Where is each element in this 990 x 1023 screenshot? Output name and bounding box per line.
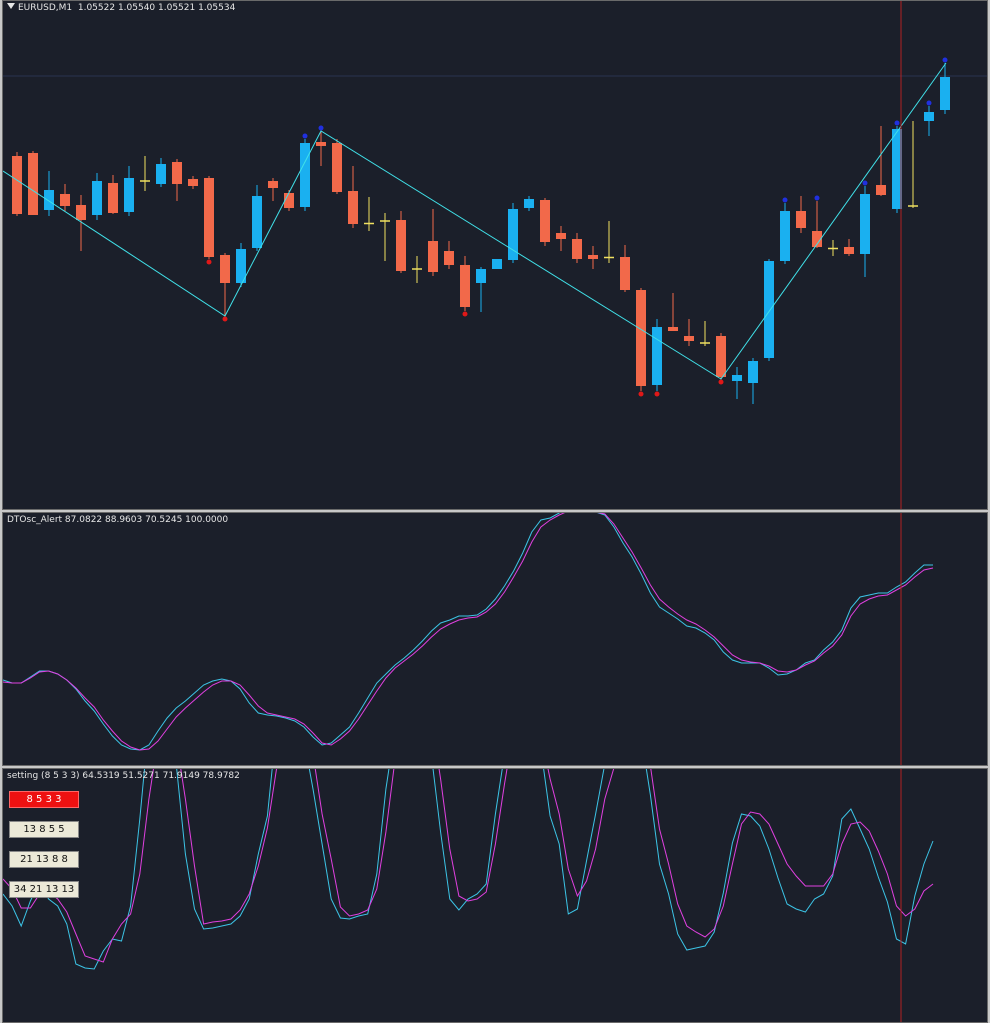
candle-body [204, 178, 214, 257]
candle-body [316, 142, 326, 146]
slow-line [3, 513, 934, 751]
fractal-low-dot [638, 391, 644, 397]
candle-body [172, 162, 182, 184]
candle-body [220, 255, 230, 283]
dtosc-title: DTOsc_Alert 87.0822 88.9603 70.5245 100.… [7, 515, 229, 525]
candle-body [300, 143, 310, 207]
fractal-high-dot [302, 133, 308, 139]
price-chart-panel[interactable]: EURUSD,M1 1.05522 1.05540 1.05521 1.0553… [2, 0, 988, 510]
dtosc-panel[interactable]: DTOsc_Alert 87.0822 88.9603 70.5245 100.… [2, 512, 988, 766]
candle-body [796, 211, 806, 228]
candle-body [444, 251, 454, 265]
slow-line [3, 769, 934, 963]
candle-body [732, 375, 742, 381]
candle-body [348, 191, 358, 224]
candle-body [844, 247, 854, 254]
candle-body [188, 179, 198, 186]
setting-button-8-5-3-3[interactable]: 8 5 3 3 [9, 791, 79, 808]
candle-body [668, 327, 678, 331]
candle-body [460, 265, 470, 307]
setting-chart[interactable] [3, 769, 988, 1023]
candle-body [540, 200, 550, 242]
candle-body [572, 239, 582, 259]
candle-body [124, 178, 134, 212]
candle-body [332, 143, 342, 192]
candle-body [636, 290, 646, 386]
dtosc-chart[interactable] [3, 513, 988, 766]
candle-body [748, 361, 758, 383]
candle-body [76, 205, 86, 220]
candle-body [876, 185, 886, 195]
fractal-low-dot [718, 379, 724, 385]
fractal-high-dot [862, 180, 868, 186]
candle-body [268, 181, 278, 188]
candle-body [764, 261, 774, 358]
candle-body [284, 193, 294, 208]
fractal-low-dot [654, 391, 660, 397]
candle-body [620, 257, 630, 290]
candle-body [12, 156, 22, 214]
ohlc-label: 1.05522 1.05540 1.05521 1.05534 [77, 3, 236, 13]
candlestick-chart[interactable] [3, 1, 988, 510]
candle-body [860, 194, 870, 254]
fast-line [3, 769, 934, 970]
candle-body [60, 194, 70, 206]
candle-body [924, 112, 934, 121]
fractal-high-dot [894, 120, 900, 126]
setting-button-34-21-13-13[interactable]: 34 21 13 13 [9, 881, 79, 898]
setting-button-21-13-8-8[interactable]: 21 13 8 8 [9, 851, 79, 868]
fast-line [3, 513, 933, 751]
candle-body [236, 249, 246, 283]
fractal-high-dot [782, 197, 788, 203]
fractal-high-dot [942, 57, 948, 63]
candle-body [684, 336, 694, 341]
candle-body [252, 196, 262, 248]
symbol-label: EURUSD,M1 [18, 3, 73, 13]
candle-body [108, 183, 118, 213]
fractal-low-dot [206, 259, 212, 265]
candle-body [716, 336, 726, 377]
setting-button-13-8-5-5[interactable]: 13 8 5 5 [9, 821, 79, 838]
candle-body [428, 241, 438, 272]
setting-panel[interactable]: setting (8 5 3 3) 64.5319 51.5271 71.914… [2, 768, 988, 1023]
candle-body [28, 153, 38, 215]
main-chart-title: EURUSD,M1 1.05522 1.05540 1.05521 1.0553… [7, 3, 235, 13]
setting-title: setting (8 5 3 3) 64.5319 51.5271 71.914… [7, 771, 240, 781]
fractal-low-dot [462, 311, 468, 317]
fractal-low-dot [222, 316, 228, 322]
candle-body [892, 129, 902, 209]
candle-body [780, 211, 790, 261]
chart-menu-triangle-icon[interactable] [7, 3, 15, 9]
candle-body [812, 231, 822, 247]
candle-body [44, 190, 54, 210]
candle-body [940, 77, 950, 110]
fractal-high-dot [318, 125, 324, 131]
candle-body [652, 327, 662, 385]
candle-body [492, 259, 502, 269]
candle-body [588, 255, 598, 259]
fractal-high-dot [814, 195, 820, 201]
candle-body [556, 233, 566, 239]
candle-body [156, 164, 166, 184]
candle-body [396, 220, 406, 271]
candle-body [524, 199, 534, 208]
candle-body [476, 269, 486, 283]
fractal-high-dot [926, 100, 932, 106]
candle-body [92, 181, 102, 215]
zigzag-line [3, 62, 947, 380]
candle-body [508, 209, 518, 260]
